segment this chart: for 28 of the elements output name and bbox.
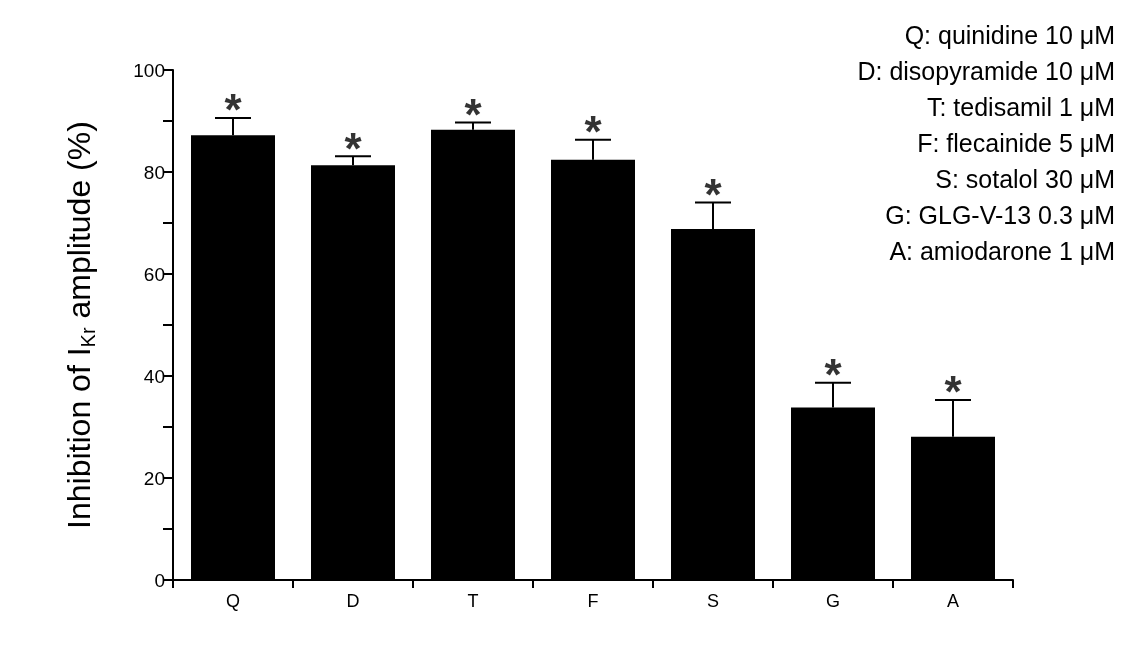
y-tick-label: 60 (143, 263, 165, 285)
annotation: * (584, 107, 603, 157)
annotation: * (944, 367, 963, 417)
y-tick-label: 20 (143, 467, 165, 489)
annotation: * (824, 350, 843, 400)
x-tick-label: G (825, 591, 841, 611)
x-tick-label: F (587, 591, 599, 611)
annotation: D: disopyramide 10 μM (857, 56, 1116, 85)
x-tick-label: D (346, 591, 360, 611)
y-tick-label: 0 (154, 569, 165, 591)
annotation: F: flecainide 5 μM (917, 128, 1116, 157)
annotation: * (224, 85, 243, 135)
annotation: G: GLG-V-13 0.3 μM (885, 200, 1115, 229)
y-tick-label: 100 (133, 59, 165, 81)
annotation: * (344, 123, 363, 173)
x-tick-label: A (946, 591, 960, 611)
x-tick-label: Q (225, 591, 241, 611)
y-tick-label: 80 (143, 161, 165, 183)
annotation: * (704, 170, 723, 220)
y-axis-title: Inhibition of IKr amplitude (%) (61, 121, 99, 529)
x-tick-label: T (467, 591, 479, 611)
text: Q: quinidine 10 μM (904, 20, 1116, 49)
y-tick-label: 40 (143, 365, 165, 387)
annotation: A: amiodarone 1 μM (889, 236, 1115, 265)
annotation: * (464, 90, 483, 140)
annotation: T: tedisamil 1 μM (926, 92, 1115, 121)
x-tick-label: S (706, 591, 720, 611)
annotation: S: sotalol 30 μM (935, 164, 1115, 193)
